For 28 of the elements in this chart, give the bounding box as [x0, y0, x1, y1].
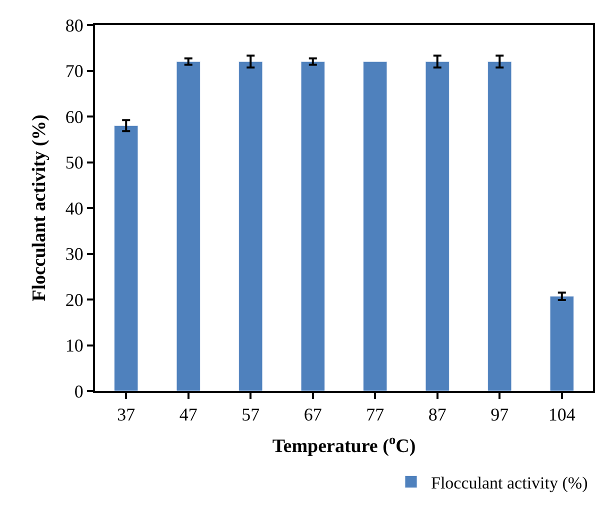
- bar: [300, 61, 325, 391]
- x-axis-title: Temperature ($^{o}$C): [272, 432, 416, 457]
- legend-label: Flocculant activity (%): [431, 473, 588, 492]
- bar: [114, 125, 138, 391]
- y-tick-label: 0: [74, 381, 84, 402]
- bar: [238, 61, 263, 391]
- x-tick-label: 37: [117, 404, 136, 425]
- bar: [176, 61, 200, 391]
- y-tick-label: 50: [65, 152, 84, 173]
- x-tick-label: 87: [428, 404, 446, 425]
- y-tick-label: 70: [65, 61, 84, 82]
- x-tick-label: 57: [242, 404, 260, 425]
- y-tick-label: 20: [65, 290, 84, 310]
- x-tick-label: 47: [179, 404, 198, 425]
- y-tick-label: 10: [65, 336, 84, 356]
- x-tick-label: 67: [304, 404, 322, 425]
- y-tick-label: 40: [65, 198, 84, 218]
- bar: [550, 296, 574, 391]
- bar: [363, 61, 388, 391]
- bar: [425, 61, 450, 391]
- x-tick-label: 77: [366, 404, 384, 425]
- x-tick-label: 97: [490, 404, 509, 425]
- x-tick-label: 104: [548, 404, 576, 425]
- y-tick-label: 80: [65, 15, 84, 36]
- y-axis-title: Flocculant activity (%): [28, 114, 50, 302]
- bar: [488, 61, 512, 391]
- y-tick-label: 60: [65, 106, 84, 127]
- y-tick-label: 30: [65, 244, 84, 264]
